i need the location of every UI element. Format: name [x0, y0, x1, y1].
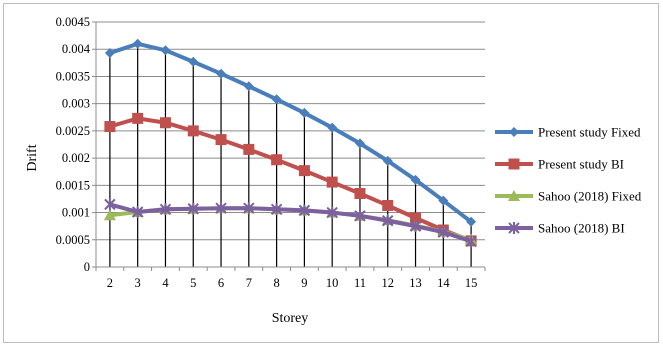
legend-item: Present study Fixed: [495, 125, 641, 140]
y-tick-label: 0.001: [62, 206, 90, 220]
data-point: [159, 203, 172, 216]
data-point: [326, 176, 338, 188]
x-tick-label: 3: [135, 276, 141, 290]
legend-marker: [508, 222, 520, 234]
data-point: [187, 125, 199, 137]
legend-label: Sahoo (2018) Fixed: [538, 189, 642, 204]
data-point: [187, 202, 199, 215]
legend: Present study Fixed Present study BI Sahoo…: [495, 125, 642, 236]
x-tick-label: 7: [246, 276, 252, 290]
data-point: [465, 235, 477, 248]
x-axis-title: Storey: [272, 311, 309, 326]
data-point: [104, 198, 116, 211]
legend-label: Present study Fixed: [538, 125, 641, 140]
data-point: [354, 188, 366, 199]
y-tick-label: 0.004: [62, 42, 91, 56]
tick-labels: 0 0.0005 0.001 0.0015 0.002 0.0025 0.003 0.0035…: [56, 15, 478, 290]
x-tick-label: 8: [273, 276, 279, 290]
x-tick-label: 13: [409, 276, 422, 290]
y-tick-label: 0.0015: [56, 178, 90, 192]
data-point: [160, 45, 171, 56]
data-point: [437, 226, 450, 239]
x-tick-label: 6: [218, 276, 224, 290]
drop-lines: [109, 43, 472, 267]
x-tick-label: 4: [162, 276, 169, 290]
data-point: [270, 203, 283, 216]
x-tick-label: 9: [301, 276, 307, 290]
data-point: [216, 68, 227, 79]
data-point: [159, 117, 171, 129]
data-point: [382, 155, 393, 166]
data-point: [271, 154, 283, 166]
data-point: [243, 81, 254, 92]
data-point: [103, 209, 116, 221]
data-point: [354, 209, 366, 222]
y-tick-label: 0.0045: [56, 15, 90, 29]
data-point: [382, 214, 394, 227]
data-point: [215, 202, 227, 215]
y-tick-label: 0.003: [62, 97, 90, 111]
x-tick-label: 11: [354, 276, 366, 290]
legend-item: Sahoo (2018) BI: [495, 221, 625, 236]
data-point: [298, 204, 311, 217]
series-line: [109, 41, 473, 224]
x-tick-label: 2: [107, 276, 113, 290]
data-point: [409, 220, 422, 233]
data-point: [243, 143, 255, 155]
legend-marker: [509, 127, 519, 137]
legend-item: Present study BI: [495, 157, 624, 172]
data-point: [299, 107, 310, 118]
data-point: [243, 202, 255, 215]
data-point: [466, 216, 477, 227]
y-tick-label: 0.0005: [56, 233, 90, 247]
y-tick-label: 0: [84, 260, 90, 274]
data-point: [382, 199, 394, 211]
data-point: [327, 122, 338, 133]
data-point: [132, 38, 143, 49]
series-0: [104, 38, 477, 227]
x-tick-label: 14: [437, 276, 450, 290]
x-tick-label: 5: [190, 276, 196, 290]
data-point: [132, 112, 144, 124]
data-point: [326, 206, 338, 219]
chart-frame: [3, 3, 659, 343]
data-point: [215, 134, 227, 146]
data-point: [298, 165, 310, 177]
series-3: [104, 198, 477, 248]
legend-item: Sahoo (2018) Fixed: [495, 189, 642, 204]
data-point: [410, 174, 421, 185]
y-tick-label: 0.002: [62, 151, 90, 165]
data-point: [271, 94, 282, 105]
data-point: [104, 121, 116, 133]
data-point: [131, 206, 144, 219]
legend-marker: [508, 158, 520, 170]
y-tick-label: 0.0025: [56, 124, 90, 138]
legend-label: Sahoo (2018) BI: [538, 221, 625, 236]
series-line: [109, 202, 472, 244]
data-point: [410, 212, 422, 224]
series-group: [103, 38, 478, 248]
y-axis-title: Drift: [25, 144, 40, 171]
y-tick-label: 0.0035: [56, 69, 90, 83]
legend-label: Present study BI: [538, 157, 624, 172]
axes: [92, 21, 486, 271]
x-tick-label: 12: [382, 276, 395, 290]
data-point: [438, 195, 449, 206]
data-point: [104, 48, 115, 59]
legend-marker: [508, 190, 520, 201]
x-tick-label: 15: [465, 276, 478, 290]
data-point: [188, 56, 199, 67]
data-point: [354, 138, 365, 149]
x-tick-label: 10: [326, 276, 339, 290]
